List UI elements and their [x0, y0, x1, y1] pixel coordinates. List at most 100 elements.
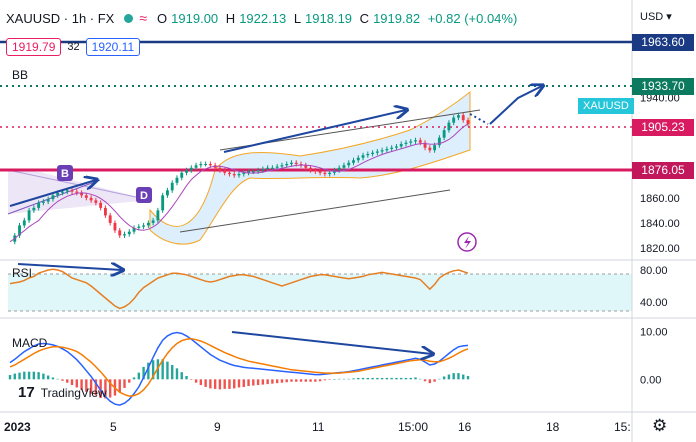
time-tick-label: 15: [614, 420, 631, 434]
candle [56, 192, 60, 196]
candle [466, 120, 470, 124]
trend-arrow-2 [223, 110, 406, 153]
macd-bar [218, 379, 222, 390]
macd-bar [137, 372, 141, 380]
candle [304, 165, 308, 168]
rsi-line [9, 268, 469, 310]
candle [142, 225, 146, 227]
macd-bar [347, 378, 350, 380]
candle [118, 230, 122, 236]
candle [414, 140, 417, 142]
macd-bar [395, 377, 398, 380]
channel-lower [179, 189, 451, 233]
macd-bar [46, 375, 50, 380]
candle [161, 195, 165, 211]
macd-bar [438, 378, 441, 380]
candle [261, 169, 265, 171]
macd-bar [180, 372, 183, 380]
candle [132, 227, 136, 232]
currency-selector[interactable]: USD ▾ [640, 11, 672, 23]
candle [390, 147, 394, 149]
candle [170, 182, 174, 191]
macd-bar [361, 377, 365, 380]
macd-bar [271, 379, 274, 384]
badge-d-label: D [140, 190, 148, 202]
macd-bar [304, 379, 307, 382]
low-value: 1918.19 [305, 10, 353, 26]
macd-bar [237, 379, 241, 388]
candle [256, 170, 260, 172]
rsi-axis: 80.00 40.00 [640, 265, 668, 309]
macd-bar [185, 375, 188, 380]
macd-bar [223, 379, 226, 389]
macd-bar [309, 379, 312, 382]
axis-tick-label: 1860.00 [640, 193, 680, 205]
tradingview-logo[interactable]: 17 TradingView [18, 384, 107, 401]
candle [447, 122, 451, 131]
badge-d[interactable] [136, 187, 152, 203]
macd-bar [342, 378, 346, 380]
gear-icon[interactable]: ⚙ [652, 416, 668, 435]
time-tick-label: 2023 [4, 420, 31, 434]
macd-bar [175, 368, 179, 380]
macd-bar [32, 371, 36, 380]
close-value: 1919.82 [373, 10, 421, 26]
macd-bar [166, 361, 169, 380]
candle [37, 202, 41, 208]
macd-bar [295, 379, 298, 382]
wave-icon[interactable]: ≈ [139, 10, 148, 26]
macd-bar [266, 379, 269, 385]
lightning-icon[interactable] [457, 232, 477, 252]
macd-label[interactable]: MACD [12, 336, 48, 350]
candle [70, 190, 74, 192]
macd-bar [99, 379, 102, 398]
candle [166, 190, 169, 196]
rsi-label[interactable]: RSI [12, 266, 33, 280]
macd-bar [404, 377, 408, 380]
candle [399, 143, 403, 147]
macd-bar [89, 379, 93, 394]
candle [280, 165, 284, 167]
macd-bar [161, 359, 164, 380]
symbol-title[interactable]: XAUUSD · 1h · FX [6, 10, 115, 26]
spread-value: 32 [67, 41, 80, 53]
ohlc-values: O 1919.00 H 1922.13 L 1918.19 C 1919.82 +0.8… [157, 10, 518, 26]
candle [409, 141, 413, 143]
sell-price[interactable]: 1919.79 [6, 38, 62, 56]
candle [208, 164, 212, 166]
candle [385, 148, 389, 151]
macd-bar [61, 379, 64, 381]
tradingview-icon: 17 [18, 384, 35, 401]
macd-bar [275, 379, 279, 384]
macd-bar [352, 378, 355, 380]
candle [404, 142, 408, 144]
macd-bar [142, 366, 145, 380]
candle [103, 207, 107, 216]
macd-bar [13, 373, 16, 380]
candle [32, 207, 36, 211]
badge-b[interactable] [57, 165, 73, 181]
candle [51, 195, 55, 200]
macd-bar [228, 379, 231, 389]
high-value: 1922.13 [239, 10, 287, 26]
axis-tick-label: 40.00 [640, 297, 668, 309]
buy-price[interactable]: 1920.11 [85, 38, 141, 56]
candle [342, 165, 346, 168]
macd-bar [419, 378, 422, 380]
macd-bar [18, 372, 21, 380]
candle [366, 153, 370, 156]
macd-bar [357, 377, 360, 380]
macd-bar [285, 379, 288, 383]
time-tick-label: 15:00 [398, 420, 428, 434]
macd-bar [261, 379, 265, 385]
candle [61, 191, 64, 193]
candle [75, 191, 79, 193]
bb-label[interactable]: BB [12, 68, 29, 82]
macd-bar [466, 375, 470, 380]
macd-bar [376, 377, 379, 380]
macd-bar [66, 379, 69, 383]
macd-bar [323, 379, 327, 381]
price-tag-green: 1933.70 [632, 78, 694, 95]
macd-bar [75, 379, 78, 388]
